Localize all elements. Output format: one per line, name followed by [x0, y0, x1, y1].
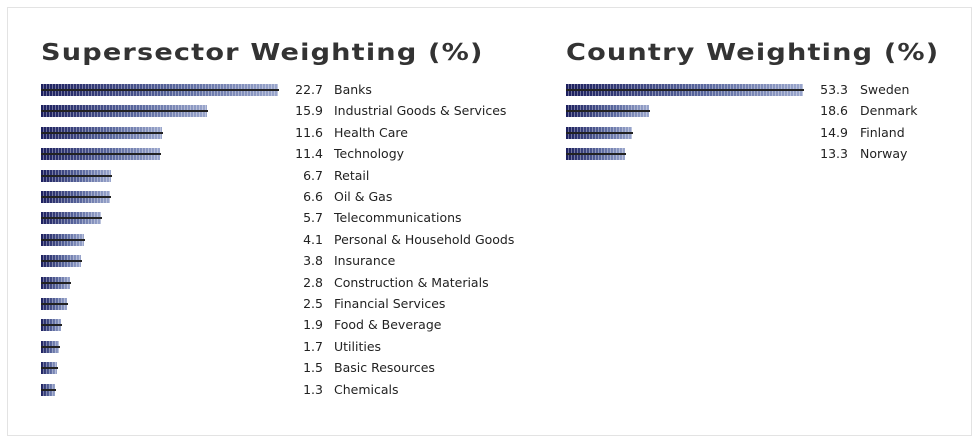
category-label: Insurance [334, 253, 396, 269]
value-label: 1.5 [303, 360, 323, 376]
bar [41, 148, 162, 161]
category-label: Banks [334, 82, 372, 97]
category-label: Financial Services [334, 296, 446, 311]
bar [41, 126, 164, 139]
category-label: Telecommunications [334, 210, 462, 226]
category-label: Oil & Gas [334, 189, 393, 204]
value-label: 18.6 [820, 103, 848, 119]
category-label: Technology [334, 146, 405, 162]
bar [41, 383, 56, 396]
bar [41, 105, 208, 118]
category-label: Basic Resources [334, 360, 435, 376]
value-label: 3.8 [303, 253, 323, 269]
bar [41, 169, 112, 182]
value-label: 1.3 [303, 381, 323, 397]
bar [566, 105, 650, 118]
chart-frame [7, 7, 972, 436]
value-label: 6.7 [303, 167, 323, 183]
category-label: Food & Beverage [334, 317, 442, 333]
bar [566, 84, 805, 96]
value-label: 22.7 [295, 82, 323, 97]
bar [41, 233, 85, 246]
value-label: 6.6 [303, 189, 323, 204]
bar [41, 340, 60, 353]
category-label: Denmark [860, 103, 918, 119]
bar [566, 148, 627, 161]
category-label: Finland [860, 124, 905, 140]
category-label: Utilities [334, 338, 382, 354]
category-label: Health Care [334, 124, 408, 140]
value-label: 5.7 [303, 210, 323, 226]
value-label: 1.9 [303, 317, 323, 333]
bar [41, 276, 72, 289]
category-label: Construction & Materials [334, 274, 489, 290]
category-label: Sweden [860, 82, 910, 97]
bar [41, 298, 69, 310]
value-label: 4.1 [303, 231, 323, 247]
category-label: Personal & Household Goods [334, 231, 515, 247]
supersector-title: Supersector Weighting (%) [41, 40, 484, 66]
value-label: 2.8 [303, 274, 323, 290]
bar [566, 126, 634, 139]
value-label: 53.3 [820, 82, 848, 97]
category-label: Industrial Goods & Services [334, 103, 507, 119]
bar [41, 191, 111, 203]
bar [41, 212, 101, 225]
value-label: 2.5 [303, 296, 323, 311]
value-label: 11.6 [295, 124, 323, 140]
category-label: Norway [860, 146, 908, 162]
bar [41, 319, 62, 332]
value-label: 15.9 [295, 103, 323, 119]
bar [41, 362, 58, 375]
value-label: 11.4 [295, 146, 323, 162]
category-label: Retail [334, 167, 370, 183]
bar [41, 255, 82, 268]
value-label: 14.9 [820, 124, 848, 140]
bar [41, 84, 279, 96]
category-label: Chemicals [334, 381, 399, 397]
country-title: Country Weighting (%) [566, 40, 940, 66]
value-label: 1.7 [303, 338, 323, 354]
value-label: 13.3 [820, 146, 848, 162]
